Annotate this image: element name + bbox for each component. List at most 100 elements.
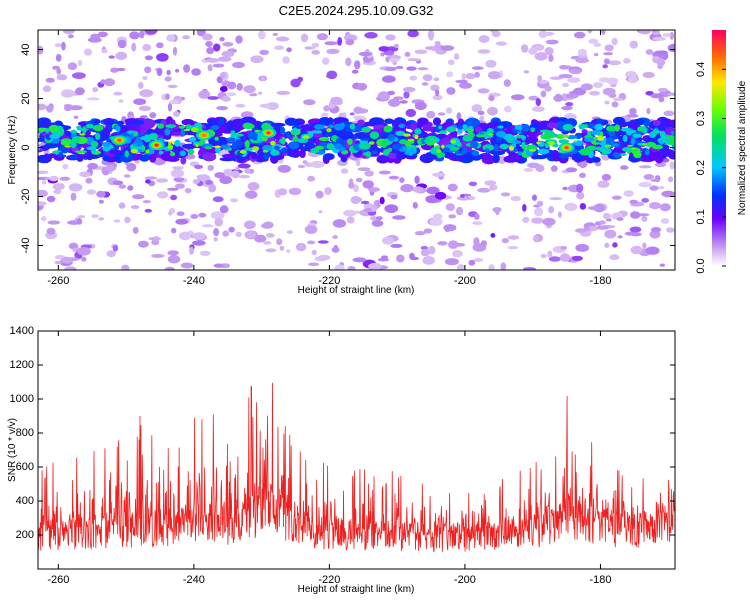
spectrogram-cell <box>266 233 275 238</box>
colorbar-gradient <box>712 30 726 266</box>
spectrogram-cell <box>425 195 438 204</box>
spectrogram-cell <box>38 103 47 111</box>
spectrogram-cell <box>547 141 556 146</box>
spectrogram-cell <box>388 175 400 180</box>
spectrogram-cell <box>214 172 225 179</box>
spectrogram-cell <box>544 47 554 56</box>
spectrogram-cell <box>167 255 181 264</box>
spectrogram-cell <box>105 165 117 172</box>
spectrogram-cell <box>559 65 569 70</box>
spectrogram-cell <box>205 179 213 185</box>
spectrogram-cell <box>204 146 213 150</box>
spectrogram-cell <box>436 139 452 146</box>
spectrogram-cell <box>226 137 237 143</box>
spectrogram-cell <box>352 257 367 263</box>
spectrogram-cell <box>222 230 229 237</box>
spectrogram-cell <box>230 130 235 134</box>
spectrogram-cell <box>652 128 658 136</box>
spectrogram-cell <box>523 70 530 74</box>
spectrogram-cell <box>62 163 69 170</box>
spectrogram-cell <box>605 137 615 146</box>
spectrogram-cell <box>302 135 310 139</box>
snr-panel: -260 -240 -220 -200 -180 200 400 600 800 1000 1200… <box>7 325 676 595</box>
spectrogram-cell <box>441 144 445 149</box>
spectrogram-cell <box>113 219 121 223</box>
spectrogram-cell <box>477 88 490 94</box>
spectrogram-cell <box>461 73 466 81</box>
spectrogram-cell <box>171 166 184 170</box>
spectrogram-cell <box>282 56 290 64</box>
snr-ytick-label: 1200 <box>10 359 34 371</box>
spectrogram-cell <box>144 30 158 35</box>
spectrogram-cell <box>38 45 44 55</box>
spectrogram-cell <box>144 66 152 74</box>
spectrogram-cell <box>623 58 631 64</box>
spectrogram-cell <box>67 62 78 71</box>
spectrogram-cell <box>534 52 548 61</box>
spectrogram-cell <box>46 104 54 113</box>
spectrogram-cell <box>476 134 485 138</box>
spectrogram-cell <box>57 129 64 136</box>
spectrogram-cell <box>450 139 457 144</box>
spectrogram-cell <box>652 119 661 127</box>
spectrogram-cell <box>623 190 634 197</box>
spectrogram-cell <box>400 184 414 193</box>
spectrogram-cell <box>213 263 224 268</box>
spectrogram-cell <box>531 217 544 224</box>
spectrogram-cell <box>613 116 626 125</box>
spectrogram-cell <box>564 202 578 211</box>
spectrogram-cell <box>316 33 328 41</box>
spectrogram-cell <box>98 217 105 221</box>
spectrogram-cell <box>109 144 114 149</box>
spectrogram-cell <box>371 204 378 212</box>
spectrogram-cell <box>620 127 631 132</box>
spectrogram-cell <box>627 144 634 147</box>
snr-ticks: -260 -240 -220 -200 -180 200 400 600 800 1000 1200… <box>10 325 675 586</box>
spectrogram-cell <box>562 123 574 131</box>
spectrogram-cell <box>236 83 243 91</box>
spectrogram-cell <box>437 112 446 116</box>
spectrogram-cell <box>604 242 610 248</box>
spectrogram-cell <box>353 184 359 193</box>
spectrogram-cell <box>356 82 368 91</box>
spectrogram-cell <box>402 86 416 93</box>
snr-xtick-label: -180 <box>589 574 611 586</box>
spectrogram-cell <box>168 119 176 126</box>
spectrogram-cell <box>612 242 618 248</box>
spectrogram-cell <box>87 162 98 170</box>
spectrogram-cell <box>396 254 405 263</box>
spectrogram-cell <box>347 265 356 270</box>
spectrogram-cell <box>77 247 91 256</box>
spectrogram-cell <box>297 164 306 169</box>
spectrogram-cell <box>38 170 49 174</box>
spectrogram-cell <box>286 249 291 254</box>
spectrogram-frame <box>37 29 676 271</box>
spectrogram-cell <box>180 262 194 269</box>
spectrogram-cell <box>617 235 623 239</box>
spectrogram-cell <box>265 248 277 253</box>
spectrogram-cell <box>484 180 497 186</box>
spectrogram-cell <box>511 94 525 101</box>
spectrogram-cell <box>601 173 612 181</box>
spectrogram-cell <box>606 125 617 132</box>
spectrogram-cell <box>337 36 343 46</box>
spectrogram-cell <box>546 122 558 129</box>
spectrogram-cell <box>576 183 584 193</box>
spectrogram-cell <box>350 196 361 204</box>
spectrogram-cell <box>210 211 225 220</box>
spectrogram-cell <box>381 140 388 149</box>
spectrogram-cell <box>358 142 371 150</box>
spectrogram-cell <box>649 230 661 239</box>
spectrogram-cell <box>207 119 218 126</box>
spectrogram-cell <box>64 145 71 148</box>
spectrogram-cell <box>652 144 664 150</box>
spectrogram-cell <box>382 236 394 245</box>
spectrogram-cell <box>450 146 460 151</box>
spectrogram-cell <box>102 155 111 162</box>
spectrogram-cell <box>561 106 573 111</box>
spectrogram-cell <box>61 256 74 264</box>
spectrogram-cell <box>588 38 599 44</box>
spectrogram-cell <box>198 212 207 218</box>
spectrogram-cell <box>667 43 675 53</box>
